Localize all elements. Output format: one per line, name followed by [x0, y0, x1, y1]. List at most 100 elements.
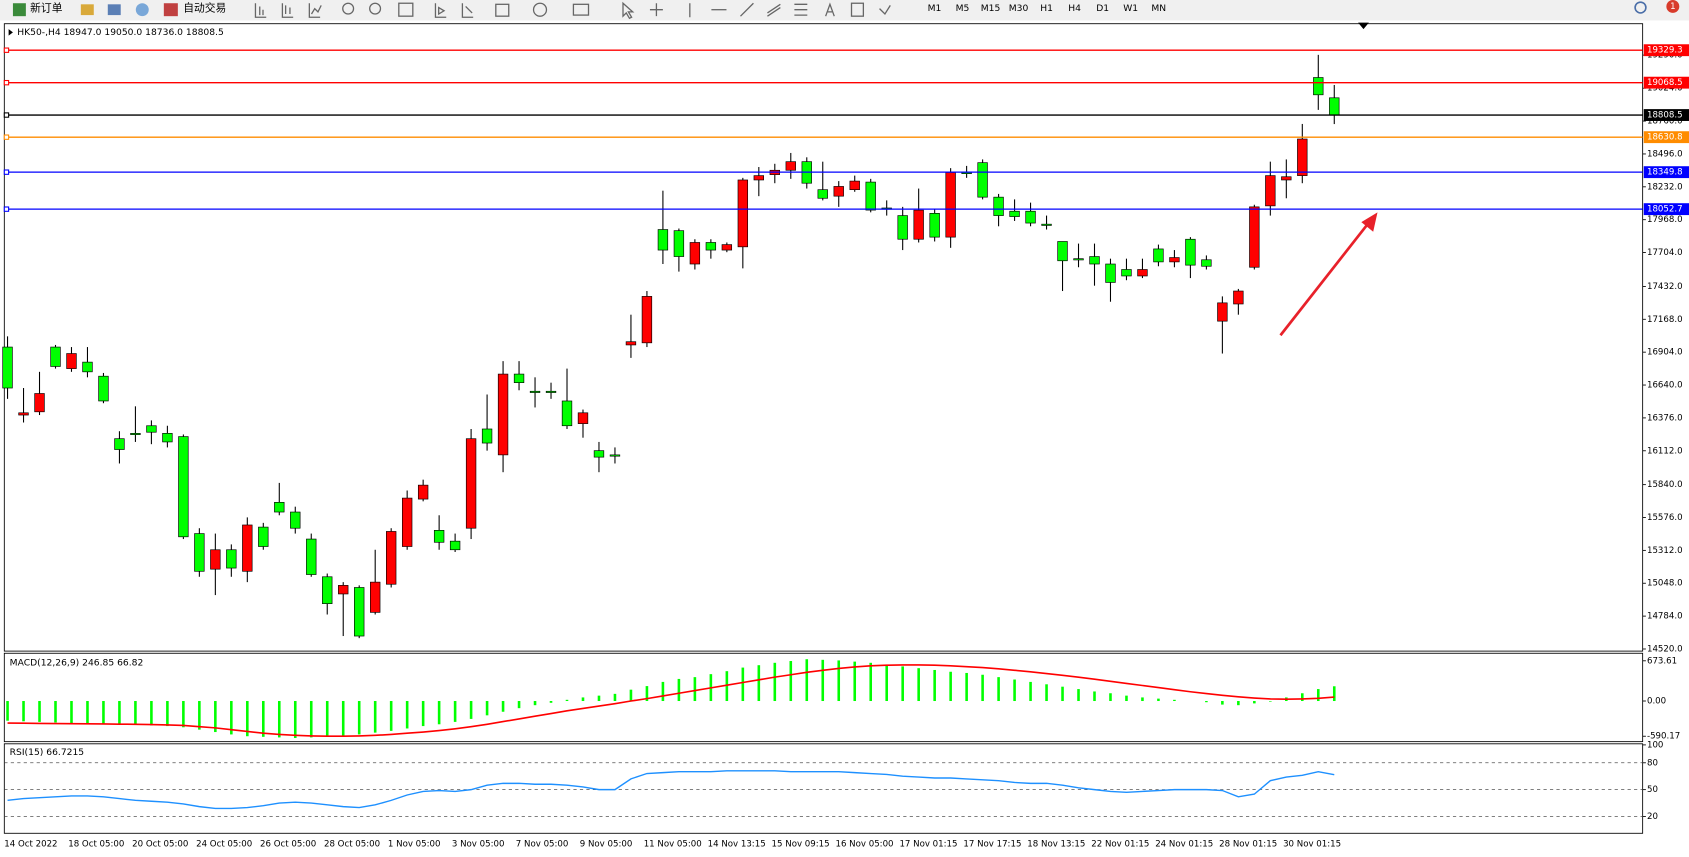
- candle-body: [465, 438, 477, 529]
- auto-trading-icon[interactable]: [163, 3, 178, 17]
- macd-bar: [805, 659, 809, 702]
- periods-icon[interactable]: [532, 2, 548, 17]
- macd-bar: [469, 701, 473, 719]
- x-tick-label: 24 Nov 01:15: [1155, 840, 1213, 850]
- candle-body: [401, 497, 413, 547]
- toolbar-icon[interactable]: [461, 3, 474, 18]
- candle-body: [306, 538, 317, 575]
- macd-bar: [54, 701, 57, 723]
- y-tick-label: 16112.0: [1647, 446, 1683, 456]
- y-tick-label: -590.17: [1647, 732, 1680, 742]
- toolbar-icon[interactable]: [281, 3, 294, 18]
- candle-body: [1057, 241, 1068, 262]
- candle-body: [1025, 210, 1036, 224]
- candle-body: [865, 181, 876, 211]
- y-tick-label: 673.61: [1647, 656, 1677, 666]
- toolbar-icon[interactable]: [107, 4, 121, 16]
- new-order-button[interactable]: 新订单: [30, 2, 63, 15]
- toolbar-icon[interactable]: [254, 3, 267, 18]
- cursor-tool[interactable]: [622, 1, 635, 20]
- price-label-box: [1643, 203, 1689, 216]
- template-icon[interactable]: [572, 3, 590, 16]
- trendline-tool[interactable]: [740, 2, 754, 17]
- timeframe-button[interactable]: D1: [1096, 3, 1109, 14]
- y-tick-label: 14784.0: [1647, 612, 1683, 622]
- candle-body: [386, 531, 397, 585]
- macd-bar: [773, 662, 777, 702]
- zoom-out[interactable]: [369, 2, 382, 15]
- shift-marker: [1358, 22, 1369, 30]
- y-tick-label: 19024.0: [1647, 84, 1683, 94]
- new-order-icon[interactable]: [12, 3, 26, 17]
- x-tick-label: 14 Oct 2022: [4, 840, 57, 850]
- zoom-in[interactable]: [342, 2, 355, 15]
- y-tick-label: 17432.0: [1647, 282, 1683, 292]
- arrow-shaft: [1279, 224, 1368, 337]
- candle-body: [1137, 269, 1148, 277]
- channel-tool[interactable]: [767, 3, 781, 17]
- candle-body: [737, 179, 749, 248]
- timeframe-button[interactable]: W1: [1123, 3, 1138, 14]
- text-tool[interactable]: [825, 2, 835, 17]
- tile-icon[interactable]: [398, 2, 414, 17]
- timeframe-button[interactable]: M1: [928, 3, 942, 14]
- macd-bar: [853, 661, 857, 702]
- macd-bar: [6, 701, 9, 721]
- arrows-tool[interactable]: [879, 5, 891, 16]
- x-tick-label: 28 Nov 01:15: [1219, 840, 1277, 850]
- macd-bar: [1125, 695, 1128, 702]
- toolbar: 新订单 自动交易 M1 M5 M1: [0, 0, 1689, 21]
- candle-body: [481, 428, 493, 444]
- macd-bar: [166, 701, 169, 727]
- timeframe-button[interactable]: H1: [1040, 3, 1053, 14]
- macd-bar: [789, 661, 793, 702]
- candle-body: [1249, 206, 1260, 268]
- candle-body: [290, 511, 301, 529]
- timeframe-button[interactable]: H4: [1068, 3, 1081, 14]
- crosshair-tool[interactable]: [649, 3, 663, 17]
- candle-body: [242, 524, 253, 572]
- arrow-head: [1361, 212, 1378, 232]
- macd-bar: [134, 701, 137, 725]
- macd-bar: [214, 701, 217, 733]
- macd-bar: [565, 699, 569, 702]
- timeframe-button[interactable]: MN: [1151, 3, 1166, 14]
- candle-body: [1009, 210, 1020, 217]
- notification-badge[interactable]: [1666, 0, 1680, 13]
- toolbar-icon[interactable]: [308, 3, 322, 18]
- y-tick-label: 15048.0: [1647, 579, 1683, 589]
- x-tick-label: 24 Oct 05:00: [196, 840, 252, 850]
- y-tick-label: 15312.0: [1647, 546, 1683, 556]
- rsi-panel: [3, 743, 1644, 834]
- candle-body: [449, 540, 461, 551]
- candle-body: [1297, 138, 1308, 176]
- macd-bar: [949, 671, 952, 702]
- candle-body: [609, 454, 621, 457]
- macd-bar: [901, 666, 904, 702]
- timeframe-button[interactable]: M5: [956, 3, 970, 14]
- search-icon[interactable]: [1634, 1, 1647, 14]
- candle-body: [66, 353, 77, 369]
- timeframe-button[interactable]: M30: [1009, 3, 1029, 14]
- x-tick-label: 18 Nov 13:15: [1027, 840, 1085, 850]
- macd-bar: [869, 662, 873, 702]
- x-tick-label: 3 Nov 05:00: [452, 840, 505, 850]
- macd-bar: [277, 701, 281, 738]
- y-tick-label: 17704.0: [1647, 248, 1683, 258]
- macd-bar: [693, 677, 697, 702]
- auto-trading-button[interactable]: 自动交易: [183, 2, 226, 15]
- macd-bar: [1237, 701, 1240, 706]
- x-tick-label: 17 Nov 17:15: [963, 840, 1021, 850]
- macd-bar: [1205, 701, 1208, 703]
- rsi-line: [7, 770, 1335, 810]
- x-tick-label: 1 Nov 05:00: [388, 840, 441, 850]
- toolbar-icon[interactable]: [135, 3, 149, 17]
- candle-body: [1073, 258, 1084, 261]
- label-tool[interactable]: [850, 2, 865, 17]
- fibo-tool[interactable]: [794, 3, 808, 16]
- timeframe-button[interactable]: M15: [981, 3, 1001, 14]
- indicator-icon[interactable]: [495, 3, 510, 17]
- toolbar-icon[interactable]: [80, 4, 94, 16]
- toolbar-icon[interactable]: [434, 3, 447, 18]
